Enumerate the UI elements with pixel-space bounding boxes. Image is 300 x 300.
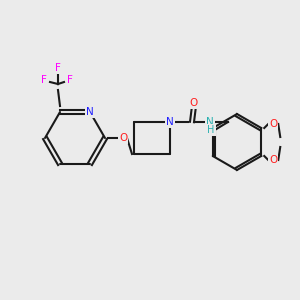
Text: N: N	[206, 117, 214, 127]
Text: O: O	[119, 133, 127, 143]
Text: H: H	[207, 125, 215, 135]
Text: O: O	[190, 98, 198, 108]
Text: F: F	[41, 75, 47, 85]
Text: F: F	[67, 75, 73, 85]
Text: O: O	[269, 155, 278, 165]
Text: N: N	[166, 117, 174, 127]
Text: O: O	[269, 119, 278, 129]
Text: F: F	[55, 63, 61, 73]
Text: N: N	[86, 107, 94, 117]
